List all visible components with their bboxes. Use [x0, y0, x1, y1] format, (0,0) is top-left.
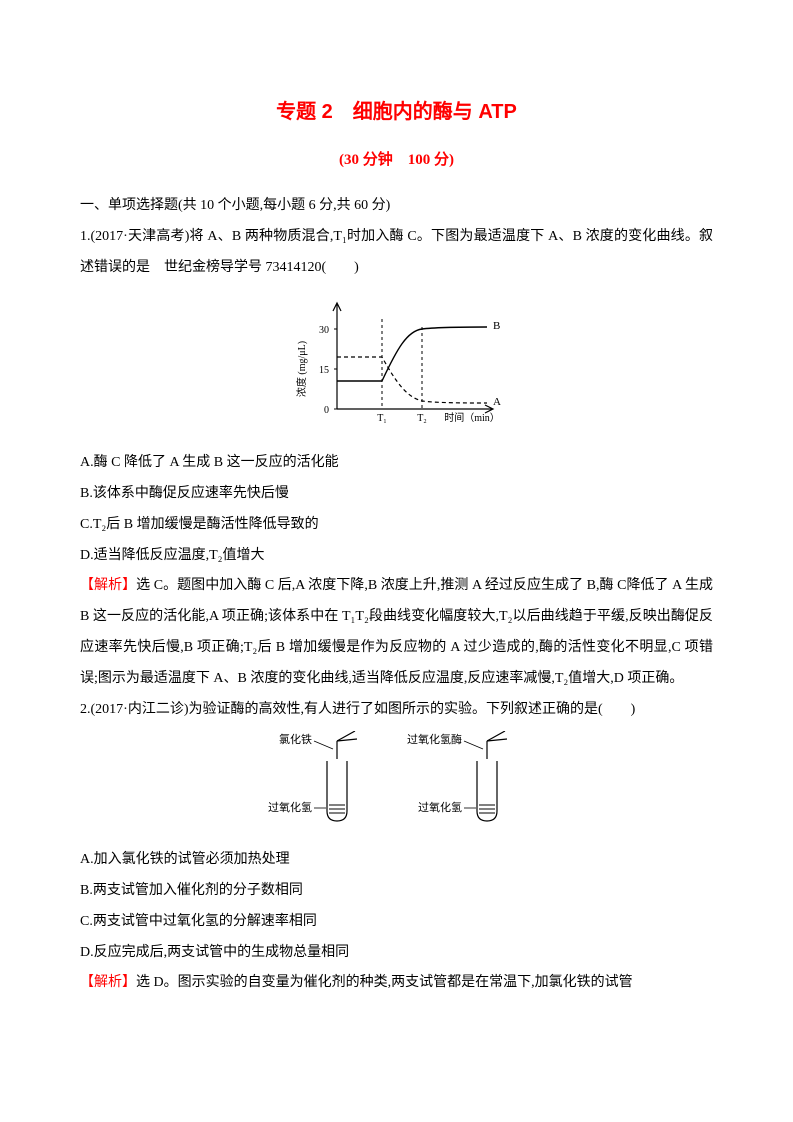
q1-analysis-text: 选 C。题图中加入酶 C 后,A 浓度下降,B 浓度上升,推测 A 经过反应生成…	[80, 578, 713, 685]
left-top-label: 氯化铁	[279, 732, 312, 746]
analysis-label-2: 【解析】	[80, 975, 136, 990]
curve-b	[337, 327, 487, 381]
label-a: A	[493, 396, 501, 408]
tubes-svg: 氯化铁 过氧化氢 过氧化氢酶 过氧化氢	[237, 731, 557, 826]
right-tube: 过氧化氢酶 过氧化氢	[407, 731, 507, 821]
right-top-label: 过氧化氢酶	[407, 732, 462, 746]
q2-figure: 氯化铁 过氧化氢 过氧化氢酶 过氧化氢	[80, 731, 713, 839]
q2-option-b: B.两支试管加入催化剂的分子数相同	[80, 876, 713, 907]
q1-option-a: A.酶 C 降低了 A 生成 B 这一反应的活化能	[80, 448, 713, 479]
y-axis-label: 浓度 (mg/μL)	[295, 341, 308, 397]
section-heading: 一、单项选择题(共 10 个小题,每小题 6 分,共 60 分)	[80, 191, 713, 222]
ytick-0: 0	[324, 405, 329, 416]
q1-option-c: C.T₂后 B 增加缓慢是酶活性降低导致的	[80, 510, 713, 541]
q1-option-d: D.适当降低反应温度,T₂值增大	[80, 541, 713, 572]
left-bottom-label: 过氧化氢	[268, 800, 312, 814]
topic-subtitle: (30 分钟 100 分)	[80, 144, 713, 177]
xtick-t2: T₂	[417, 413, 427, 424]
label-b: B	[493, 320, 500, 332]
q2-option-d: D.反应完成后,两支试管中的生成物总量相同	[80, 938, 713, 969]
q1-analysis: 【解析】选 C。题图中加入酶 C 后,A 浓度下降,B 浓度上升,推测 A 经过…	[80, 571, 713, 694]
xtick-t1: T₁	[377, 413, 387, 424]
q2-analysis-text: 选 D。图示实验的自变量为催化剂的种类,两支试管都是在常温下,加氯化铁的试管	[136, 975, 633, 990]
q1-stem: 1.(2017·天津高考)将 A、B 两种物质混合,T₁时加入酶 C。下图为最适…	[80, 222, 713, 284]
chart-svg: 30 15 0 浓度 (mg/μL) T₁ T₂ 时间（min） B A	[287, 289, 507, 429]
x-axis-label: 时间（min）	[444, 411, 500, 424]
curve-a	[337, 357, 487, 403]
q1-figure: 30 15 0 浓度 (mg/μL) T₁ T₂ 时间（min） B A	[80, 289, 713, 442]
ytick-30: 30	[319, 325, 329, 336]
ytick-15: 15	[319, 365, 329, 376]
topic-title: 专题 2 细胞内的酶与 ATP	[80, 90, 713, 134]
q2-stem: 2.(2017·内江二诊)为验证酶的高效性,有人进行了如图所示的实验。下列叙述正…	[80, 695, 713, 726]
q1-option-b: B.该体系中酶促反应速率先快后慢	[80, 479, 713, 510]
q2-analysis: 【解析】选 D。图示实验的自变量为催化剂的种类,两支试管都是在常温下,加氯化铁的…	[80, 968, 713, 999]
q2-option-a: A.加入氯化铁的试管必须加热处理	[80, 845, 713, 876]
q2-option-c: C.两支试管中过氧化氢的分解速率相同	[80, 907, 713, 938]
right-bottom-label: 过氧化氢	[418, 800, 462, 814]
left-tube: 氯化铁 过氧化氢	[268, 731, 357, 821]
analysis-label: 【解析】	[80, 578, 136, 593]
